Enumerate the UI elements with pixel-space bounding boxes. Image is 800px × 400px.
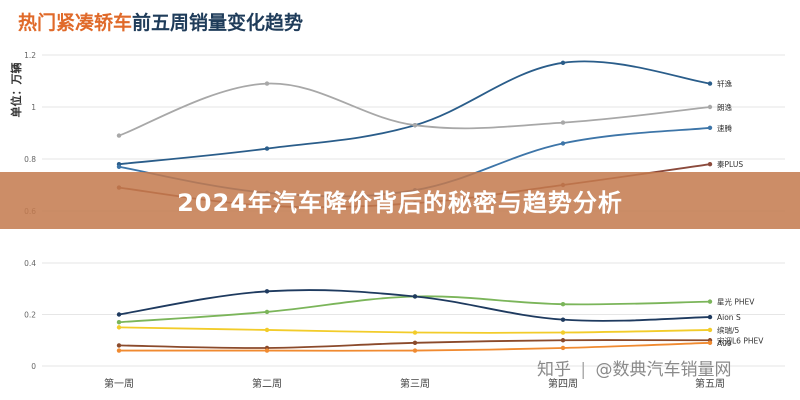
data-point-1-3-0: [117, 343, 121, 347]
data-point-1-3-3: [561, 338, 565, 342]
y-tick-label-p1-1: 0.2: [24, 311, 36, 320]
series-end-label-1-1: Aion S: [717, 313, 741, 322]
watermark-platform: 知乎: [537, 360, 571, 380]
data-point-0-3-4: [708, 162, 712, 166]
data-point-1-0-1: [265, 310, 269, 314]
headline-banner: 2024年汽车降价背后的秘密与趋势分析: [0, 172, 800, 229]
data-point-1-4-0: [117, 348, 121, 352]
data-point-1-1-0: [117, 312, 121, 316]
series-end-label-1-4: A09: [717, 339, 732, 348]
data-point-0-2-4: [708, 126, 712, 130]
data-point-0-1-0: [117, 133, 121, 137]
y-tick-label-p1-2: 0.4: [24, 259, 36, 268]
data-point-1-1-2: [413, 294, 417, 298]
y-tick-label-p0-2: 1: [31, 103, 36, 112]
watermark: 知乎 | @数典汽车销量网: [537, 355, 732, 380]
chart-title-highlight: 热门紧凑轿车: [18, 12, 132, 34]
data-point-0-0-4: [708, 81, 712, 85]
y-axis-label: 单位：万辆: [9, 63, 23, 118]
x-tick-label-0: 第一周: [104, 377, 134, 390]
data-point-1-0-0: [117, 320, 121, 324]
series-line-0-0: [119, 61, 710, 164]
data-point-1-0-4: [708, 299, 712, 303]
data-point-0-2-3: [561, 141, 565, 145]
series-end-label-0-3: 秦PLUS: [717, 159, 743, 169]
chart-title: 热门紧凑轿车前五周销量变化趋势: [18, 8, 303, 35]
y-tick-label-p0-1: 0.8: [24, 155, 36, 164]
data-point-1-1-1: [265, 289, 269, 293]
data-point-1-3-2: [413, 341, 417, 345]
data-point-1-2-3: [561, 330, 565, 334]
data-point-1-2-2: [413, 330, 417, 334]
data-point-1-4-1: [265, 348, 269, 352]
series-end-label-0-2: 速腾: [717, 123, 732, 133]
data-point-1-0-3: [561, 302, 565, 306]
x-tick-label-2: 第三周: [400, 377, 430, 390]
series-end-label-1-0: 星光 PHEV: [717, 297, 755, 307]
data-point-0-1-1: [265, 81, 269, 85]
data-point-1-2-0: [117, 325, 121, 329]
data-point-0-1-2: [413, 123, 417, 127]
data-point-0-1-3: [561, 120, 565, 124]
banner-text: 2024年汽车降价背后的秘密与趋势分析: [177, 183, 623, 218]
series-line-0-1: [119, 84, 710, 136]
data-point-1-2-4: [708, 328, 712, 332]
data-point-1-2-1: [265, 328, 269, 332]
data-point-1-4-3: [561, 346, 565, 350]
data-point-0-2-0: [117, 165, 121, 169]
watermark-account: @数典汽车销量网: [596, 360, 732, 380]
series-end-label-1-2: 缤瑞/5: [717, 325, 740, 335]
data-point-1-1-4: [708, 315, 712, 319]
data-point-0-0-3: [561, 61, 565, 65]
series-end-label-0-1: 朗逸: [717, 102, 732, 112]
y-tick-label-p1-0: 0: [31, 362, 36, 371]
chart-title-rest: 前五周销量变化趋势: [132, 12, 303, 34]
series-end-label-0-0: 轩逸: [717, 79, 732, 89]
data-point-0-1-4: [708, 105, 712, 109]
data-point-0-0-1: [265, 146, 269, 150]
data-point-1-1-3: [561, 317, 565, 321]
series-line-1-0: [119, 296, 710, 322]
x-tick-label-1: 第二周: [252, 377, 282, 390]
watermark-divider: |: [580, 360, 586, 380]
data-point-1-4-2: [413, 348, 417, 352]
y-tick-label-p0-3: 1.2: [24, 51, 36, 60]
data-point-1-4-4: [708, 341, 712, 345]
